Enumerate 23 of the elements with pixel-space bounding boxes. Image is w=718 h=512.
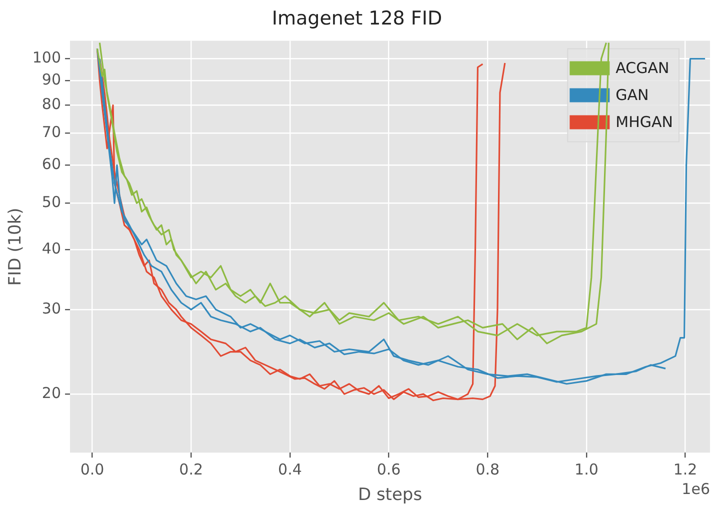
y-axis-title: FID (10k) — [6, 208, 26, 286]
x-tick-label: 0.4 — [278, 460, 302, 478]
y-tick-label: 80 — [42, 95, 62, 114]
x-tick-label: 1.0 — [574, 460, 598, 478]
y-tick-label: 50 — [42, 193, 62, 212]
x-tick-label: 0.6 — [376, 460, 401, 478]
chart-title: Imagenet 128 FID — [272, 7, 442, 30]
y-tick-label: 20 — [42, 384, 62, 402]
x-tick-label: 0.8 — [476, 460, 500, 478]
y-tick-label: 70 — [42, 122, 62, 141]
text: 1e6 — [682, 480, 710, 498]
legend-label: MHGAN — [616, 113, 673, 132]
x-tick-label: 0.2 — [179, 460, 204, 478]
x-axis-title: D steps — [358, 485, 422, 506]
y-tick-label: 30 — [42, 299, 62, 318]
legend-label: GAN — [616, 86, 649, 104]
legend-label: ACGAN — [616, 59, 670, 78]
x-tick-label: 1.2 — [673, 460, 698, 478]
y-tick-label: 40 — [42, 240, 62, 258]
y-tick-label: 90 — [42, 70, 62, 89]
y-tick-label: 60 — [42, 155, 62, 174]
y-tick-label: 100 — [32, 48, 62, 67]
x-tick-label: 0.0 — [80, 460, 104, 478]
